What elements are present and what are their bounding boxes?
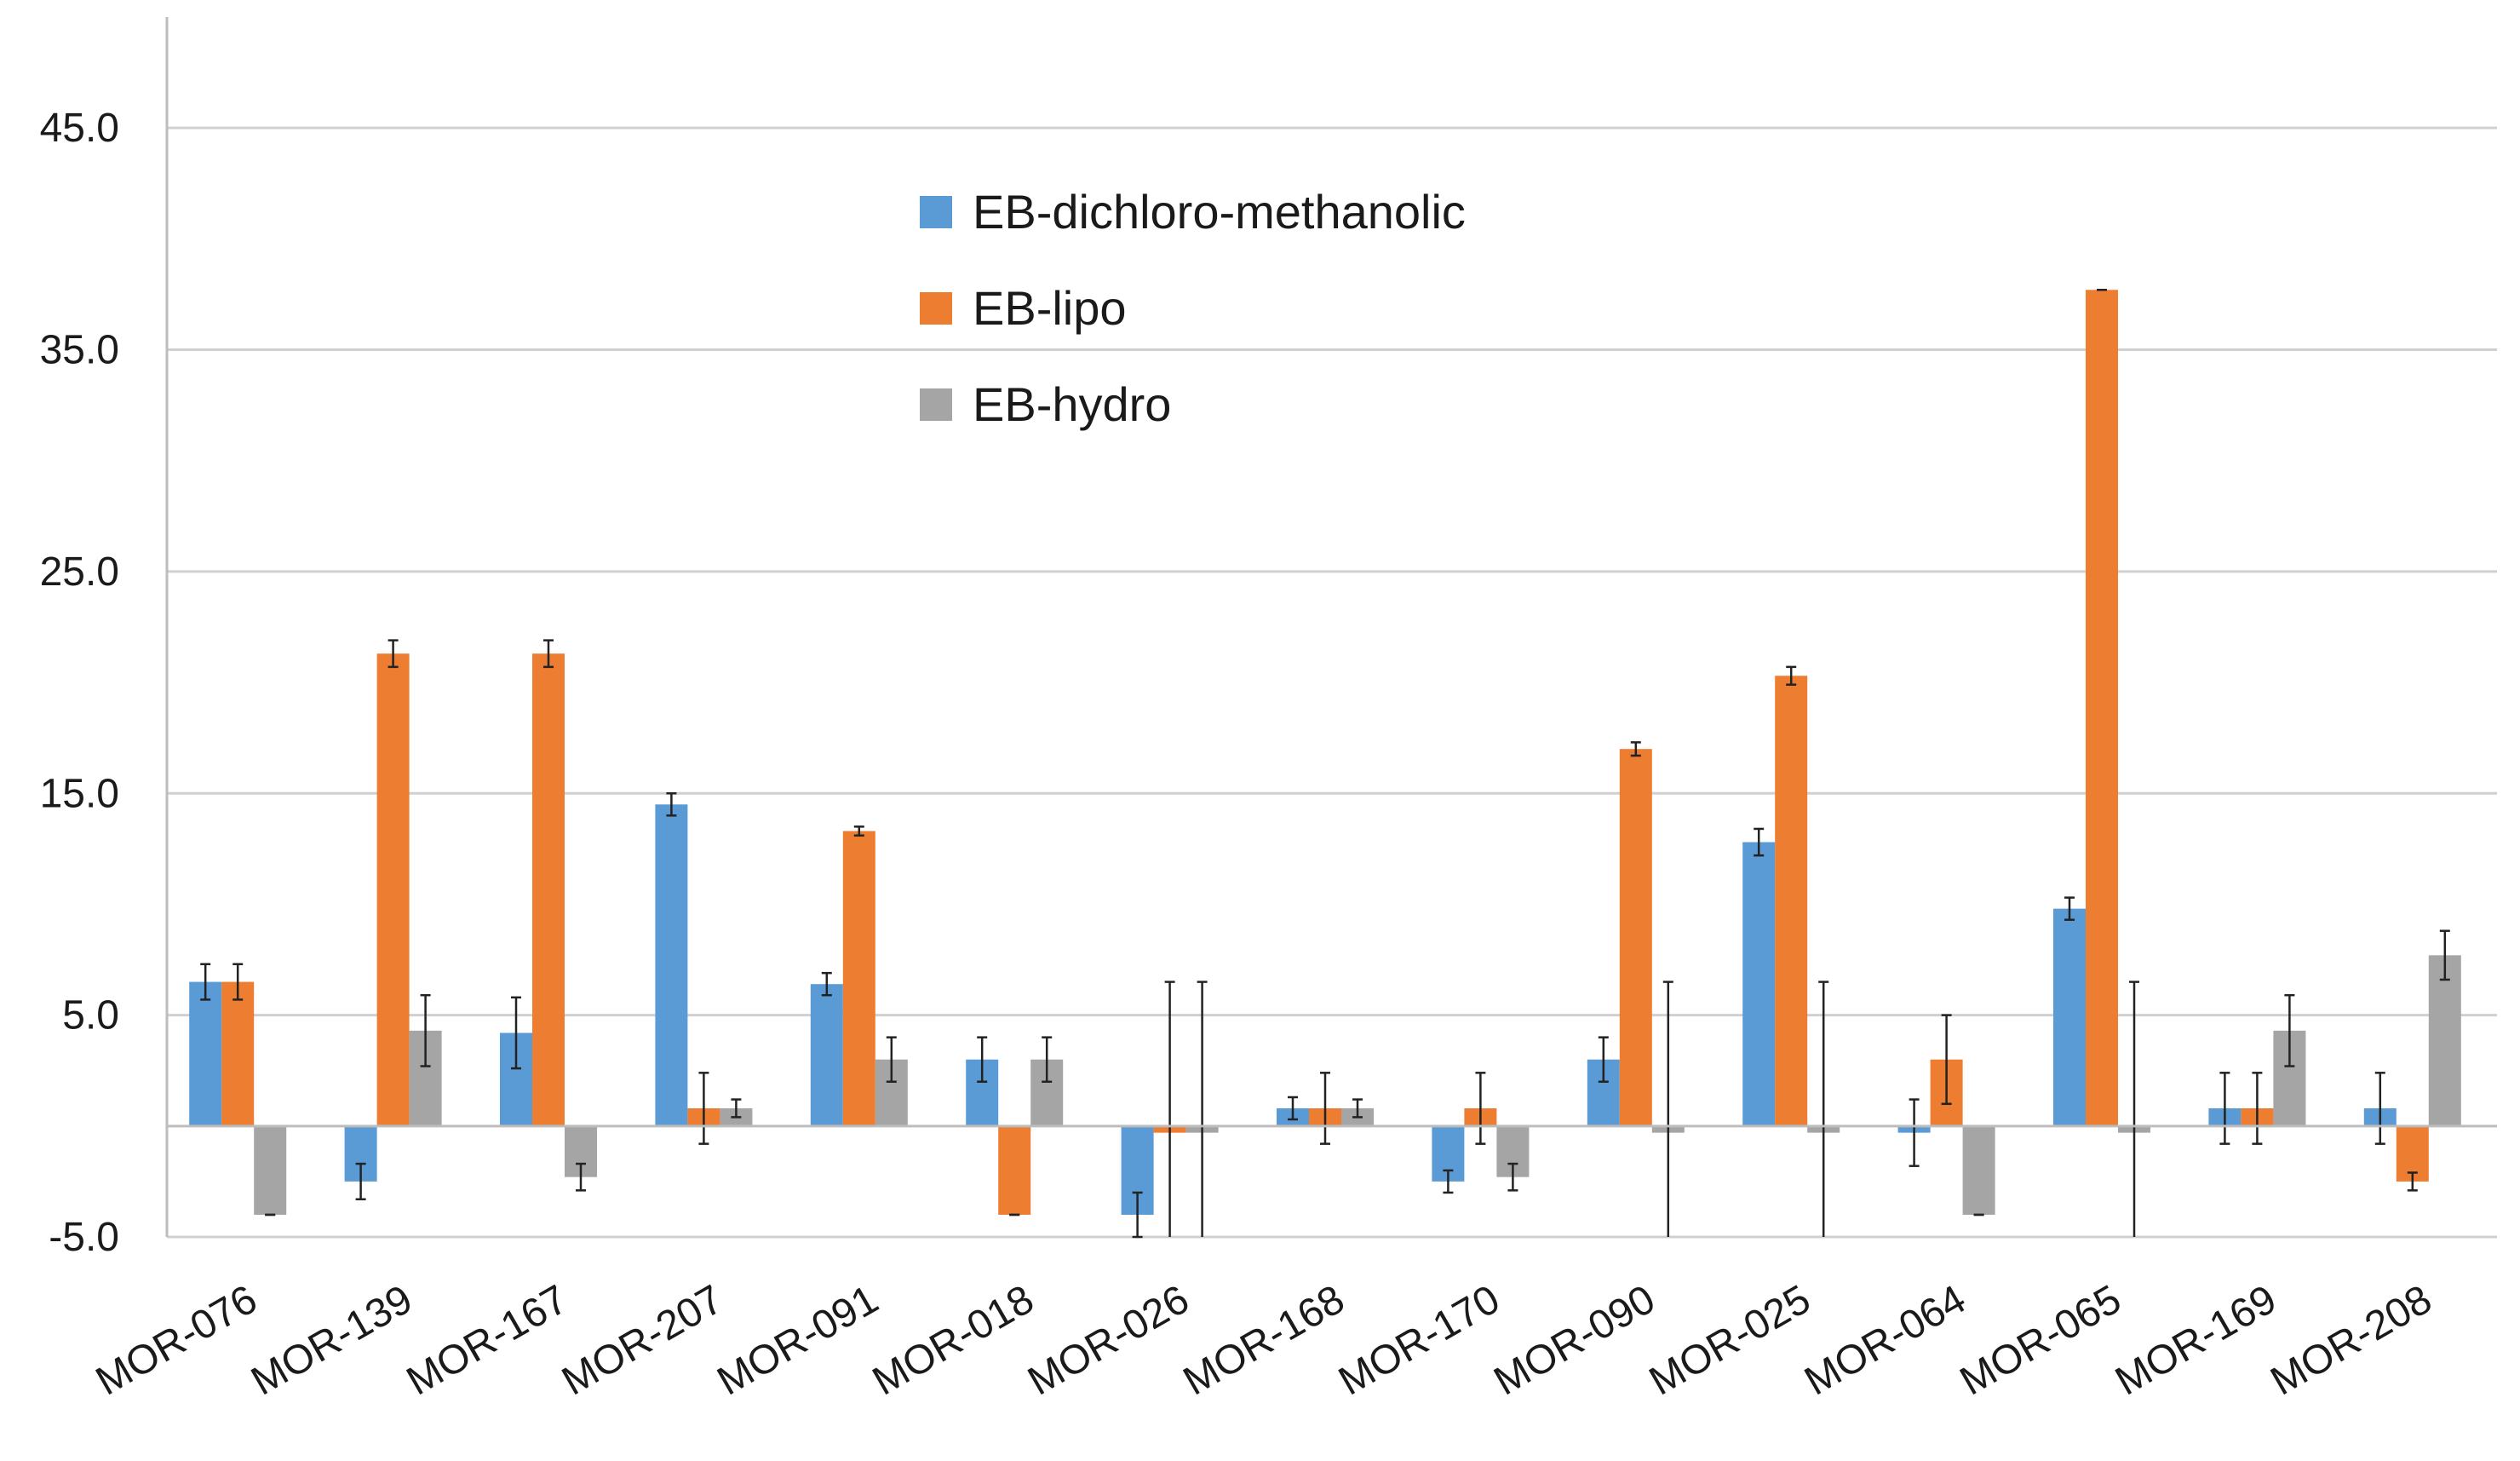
bar-eb-lipo-mor-065 (2086, 290, 2118, 1126)
x-tick-label: MOR-090 (1487, 1277, 1663, 1405)
y-tick-label: -5.0 (49, 1215, 119, 1260)
bar-eb-lipo-mor-139 (376, 653, 410, 1126)
bars (189, 290, 2461, 1215)
y-tick-label: 15.0 (40, 771, 119, 816)
x-tick-label: MOR-064 (1797, 1277, 1973, 1405)
legend-label: EB-lipo (973, 281, 1127, 335)
error-bars (200, 288, 2450, 1239)
y-tick-label: 25.0 (40, 549, 119, 595)
bar-eb-lipo-mor-018 (998, 1125, 1031, 1215)
x-tick-label: MOR-169 (2108, 1277, 2284, 1405)
bar-eb-lipo-mor-076 (221, 981, 255, 1126)
x-axis-category-labels: MOR-076MOR-139MOR-167MOR-207MOR-091MOR-0… (89, 1277, 2439, 1405)
x-tick-label: MOR-065 (1953, 1277, 2129, 1405)
x-tick-label: MOR-170 (1331, 1277, 1507, 1405)
bar-eb-lipo-mor-025 (1775, 676, 1808, 1126)
bar-eb-dichloro-methanolic-mor-076 (189, 981, 222, 1126)
bar-eb-hydro-mor-208 (2428, 955, 2461, 1126)
x-tick-label: MOR-168 (1176, 1277, 1352, 1405)
legend-swatch (920, 292, 952, 325)
y-tick-label: 45.0 (40, 106, 119, 151)
bar-eb-hydro-mor-076 (254, 1125, 287, 1215)
bar-eb-lipo-mor-091 (842, 831, 875, 1126)
legend: EB-dichloro-methanolic EB-lipo EB-hydro (920, 185, 1466, 431)
legend-label: EB-dichloro-methanolic (973, 185, 1466, 239)
bar-eb-dichloro-methanolic-mor-091 (810, 984, 843, 1126)
bar-eb-dichloro-methanolic-mor-025 (1742, 842, 1776, 1126)
y-tick-label: 5.0 (62, 993, 119, 1038)
bar-eb-hydro-mor-064 (1962, 1125, 1995, 1215)
y-tick-label: 35.0 (40, 328, 119, 373)
legend-swatch (920, 388, 952, 421)
y-axis-tick-labels: -5.0 5.0 15.0 25.0 35.0 45.0 (40, 106, 119, 1260)
bar-eb-lipo-mor-090 (1619, 749, 1652, 1126)
x-tick-label: MOR-167 (399, 1277, 576, 1405)
x-tick-label: MOR-026 (1020, 1277, 1197, 1405)
legend-label: EB-hydro (973, 377, 1171, 431)
legend-swatch (920, 196, 952, 228)
x-tick-label: MOR-076 (89, 1277, 265, 1405)
x-tick-label: MOR-091 (710, 1277, 887, 1405)
bar-eb-dichloro-methanolic-mor-065 (2053, 908, 2086, 1126)
x-tick-label: MOR-207 (554, 1277, 731, 1405)
x-tick-label: MOR-025 (1642, 1277, 1818, 1405)
x-tick-label: MOR-018 (865, 1277, 1042, 1405)
x-tick-label: MOR-208 (2264, 1277, 2440, 1405)
x-tick-label: MOR-139 (244, 1277, 420, 1405)
bar-eb-dichloro-methanolic-mor-207 (655, 804, 688, 1126)
bar-eb-lipo-mor-167 (532, 653, 565, 1126)
